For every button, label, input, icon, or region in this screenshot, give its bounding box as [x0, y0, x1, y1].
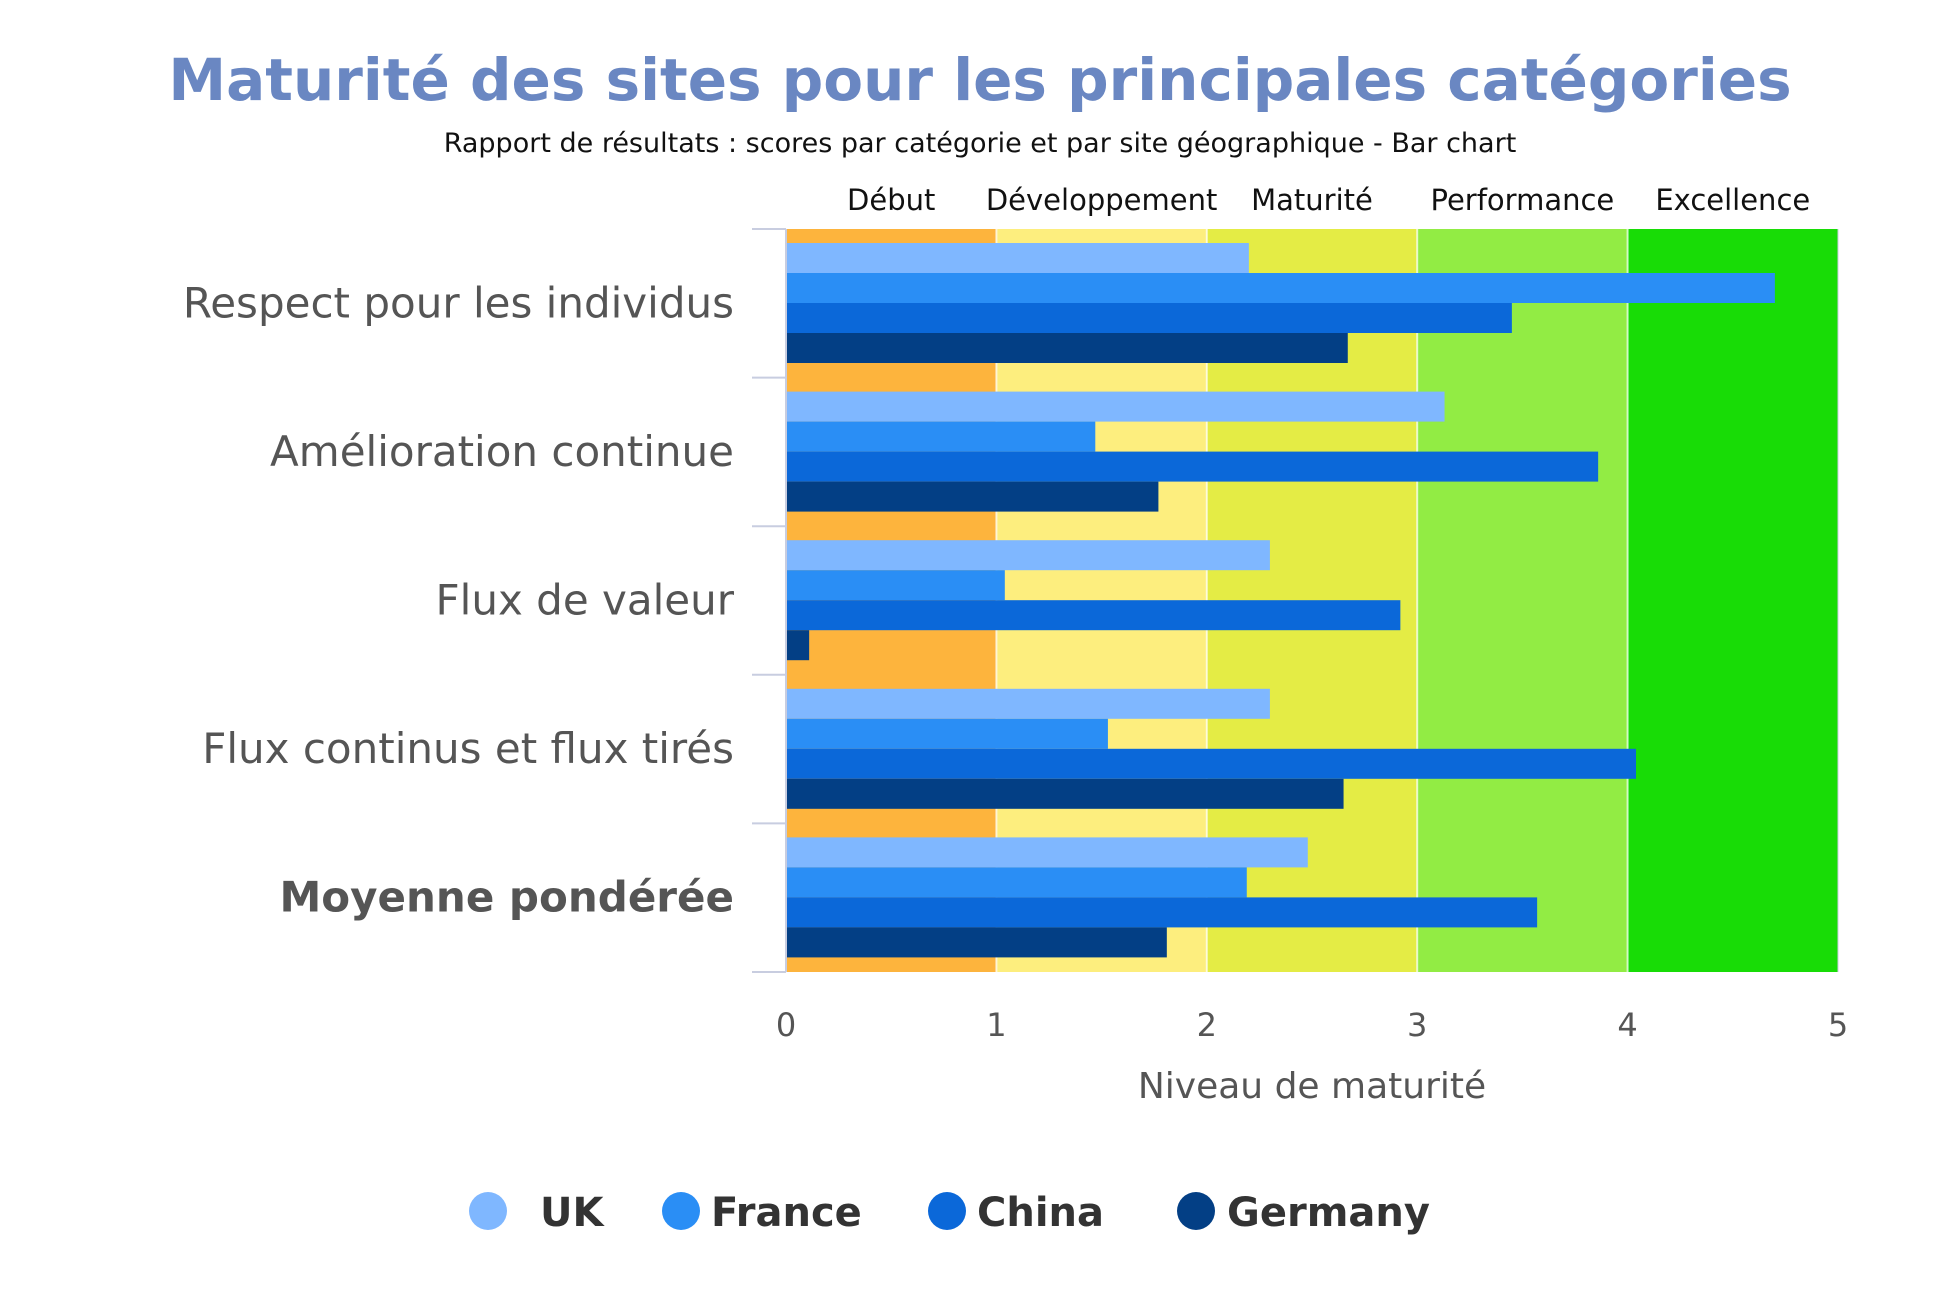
- bar-germany-respect-pour-les-individus: [786, 333, 1348, 363]
- band-label-debut: Début: [847, 183, 935, 217]
- legend-item-germany[interactable]: Germany: [1177, 1190, 1430, 1236]
- bar-uk-amelioration-continue: [786, 391, 1445, 422]
- bar-china-respect-pour-les-individus: [786, 303, 1512, 333]
- x-tick-label-5: 5: [1828, 1006, 1848, 1044]
- chart-subtitle: Rapport de résultats : scores par catégo…: [444, 128, 1517, 159]
- category-label-amelioration-continue: Amélioration continue: [270, 427, 734, 476]
- bar-uk-moyenne-ponderee: [786, 837, 1308, 868]
- x-tick-label-0: 0: [776, 1006, 796, 1044]
- bar-france-flux-continus-et-flux-tires: [786, 718, 1108, 749]
- bar-france-moyenne-ponderee: [786, 867, 1247, 898]
- chart-title: Maturité des sites pour les principales …: [168, 46, 1791, 114]
- band-performance: [1417, 229, 1628, 972]
- maturity-band-labels: Début Développement Maturité Performance Exc…: [847, 183, 1810, 217]
- legend-item-china[interactable]: China: [928, 1190, 1104, 1236]
- band-label-excellence: Excellence: [1655, 183, 1810, 217]
- legend-marker-france: [662, 1192, 700, 1230]
- bar-france-respect-pour-les-individus: [786, 273, 1775, 303]
- category-label-respect-pour-les-individus: Respect pour les individus: [183, 278, 734, 327]
- bar-france-flux-de-valeur: [786, 570, 1005, 601]
- legend-marker-china: [928, 1192, 966, 1230]
- legend[interactable]: UK France China Germany: [469, 1190, 1430, 1236]
- band-excellence: [1627, 229, 1838, 972]
- bars: [786, 243, 1775, 958]
- category-label-flux-continus-et-flux-tires: Flux continus et flux tirés: [202, 724, 734, 773]
- band-label-developpement: Développement: [986, 183, 1217, 217]
- bar-germany-flux-de-valeur: [786, 630, 810, 661]
- category-label-flux-de-valeur: Flux de valeur: [436, 576, 735, 625]
- bar-germany-flux-continus-et-flux-tires: [786, 778, 1344, 809]
- bar-uk-respect-pour-les-individus: [786, 243, 1249, 273]
- legend-marker-uk: [469, 1192, 507, 1230]
- axes: [752, 228, 1839, 973]
- legend-item-uk[interactable]: UK: [469, 1190, 605, 1236]
- legend-item-france[interactable]: France: [662, 1190, 862, 1236]
- band-label-performance: Performance: [1431, 183, 1615, 217]
- band-label-maturite: Maturité: [1251, 183, 1373, 217]
- x-tick-label-3: 3: [1407, 1006, 1427, 1044]
- x-tick-label-4: 4: [1617, 1006, 1637, 1044]
- bar-china-flux-de-valeur: [786, 600, 1401, 631]
- bar-china-moyenne-ponderee: [786, 897, 1538, 928]
- category-labels: Respect pour les individus Amélioration c…: [183, 278, 735, 921]
- x-tick-label-2: 2: [1197, 1006, 1217, 1044]
- category-label-moyenne-ponderee: Moyenne pondérée: [280, 873, 734, 922]
- bar-uk-flux-de-valeur: [786, 540, 1270, 571]
- bar-france-amelioration-continue: [786, 421, 1096, 452]
- x-tick-labels: 0 1 2 3 4 5: [776, 1006, 1848, 1044]
- legend-label-uk: UK: [540, 1190, 605, 1236]
- bar-germany-moyenne-ponderee: [786, 927, 1167, 958]
- bar-uk-flux-continus-et-flux-tires: [786, 688, 1270, 719]
- x-tick-label-1: 1: [986, 1006, 1006, 1044]
- legend-label-china: China: [977, 1190, 1104, 1236]
- legend-label-germany: Germany: [1227, 1190, 1430, 1236]
- legend-label-france: France: [711, 1190, 862, 1236]
- x-axis-title: Niveau de maturité: [1138, 1066, 1486, 1107]
- bar-germany-amelioration-continue: [786, 481, 1159, 512]
- legend-marker-germany: [1177, 1192, 1215, 1230]
- bar-china-flux-continus-et-flux-tires: [786, 748, 1637, 779]
- bar-china-amelioration-continue: [786, 451, 1599, 482]
